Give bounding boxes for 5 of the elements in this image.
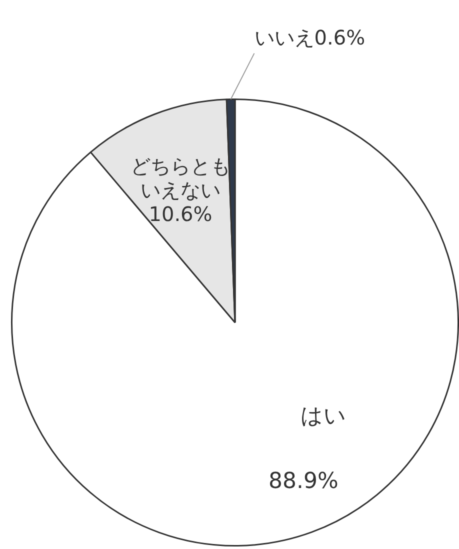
data-label: 88.9% <box>268 469 338 494</box>
data-label: 10.6% <box>148 202 212 226</box>
slice-label: どちらともいえない <box>130 154 231 202</box>
slice-label: いいえ0.6% <box>254 26 366 50</box>
slice-label: はい <box>300 404 346 430</box>
